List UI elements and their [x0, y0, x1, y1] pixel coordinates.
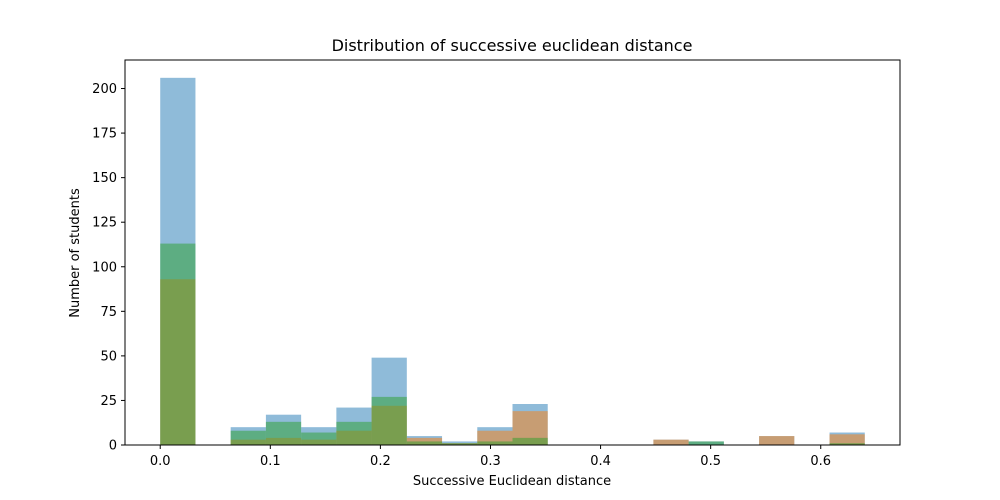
histogram-bar-series-2-bin-13 — [829, 434, 865, 445]
histogram-bar-series-3-bin-9 — [477, 441, 513, 445]
x-tick-label: 0.3 — [480, 454, 501, 469]
y-tick-label: 150 — [92, 171, 117, 186]
plot-frame — [124, 59, 901, 446]
histogram-bar-series-3-bin-2 — [230, 430, 266, 445]
x-tick-label: 0.2 — [370, 454, 391, 469]
y-tick-label: 125 — [92, 216, 117, 231]
histogram-bar-series-3-bin-8 — [442, 443, 478, 445]
histogram-bar-series-2-bin-11 — [653, 439, 689, 445]
y-tick-label: 75 — [100, 305, 117, 320]
y-tick-label: 175 — [92, 127, 117, 142]
y-tick-label: 100 — [92, 260, 117, 275]
y-tick-label: 25 — [100, 394, 117, 409]
histogram-bar-series-3-bin-11 — [688, 441, 724, 445]
y-tick-label: 0 — [109, 439, 117, 454]
histogram-bar-series-3-bin-4 — [301, 432, 337, 445]
histogram-bar-series-3-bin-6 — [371, 396, 407, 445]
x-tick-label: 0.6 — [810, 454, 831, 469]
histogram-bar-series-3-bin-3 — [265, 421, 302, 445]
bars-layer — [160, 77, 865, 446]
y-tick-label: 200 — [92, 82, 117, 97]
chart-title: Distribution of successive euclidean dis… — [332, 36, 693, 55]
histogram-bar-series-3-bin-7 — [406, 441, 443, 445]
x-axis: 0.0 0.1 0.2 0.3 0.4 0.5 0.6 — [150, 445, 831, 469]
x-tick-label: 0.0 — [150, 454, 171, 469]
histogram-bar-series-3-bin-12 — [829, 443, 865, 445]
histogram-bar-series-2-bin-12 — [759, 436, 795, 445]
histogram-bar-series-3-bin-5 — [336, 421, 372, 445]
x-axis-label: Successive Euclidean distance — [413, 474, 611, 489]
x-tick-label: 0.5 — [700, 454, 721, 469]
histogram-bar-series-3-bin-10 — [512, 437, 548, 445]
y-tick-label: 50 — [100, 349, 117, 364]
y-axis-label: Number of students — [68, 188, 83, 318]
y-axis: 0 25 50 75 100 125 150 175 200 — [92, 82, 125, 454]
histogram-bar-series-3-bin-1 — [160, 243, 196, 445]
x-tick-label: 0.4 — [590, 454, 611, 469]
x-tick-label: 0.1 — [260, 454, 281, 469]
